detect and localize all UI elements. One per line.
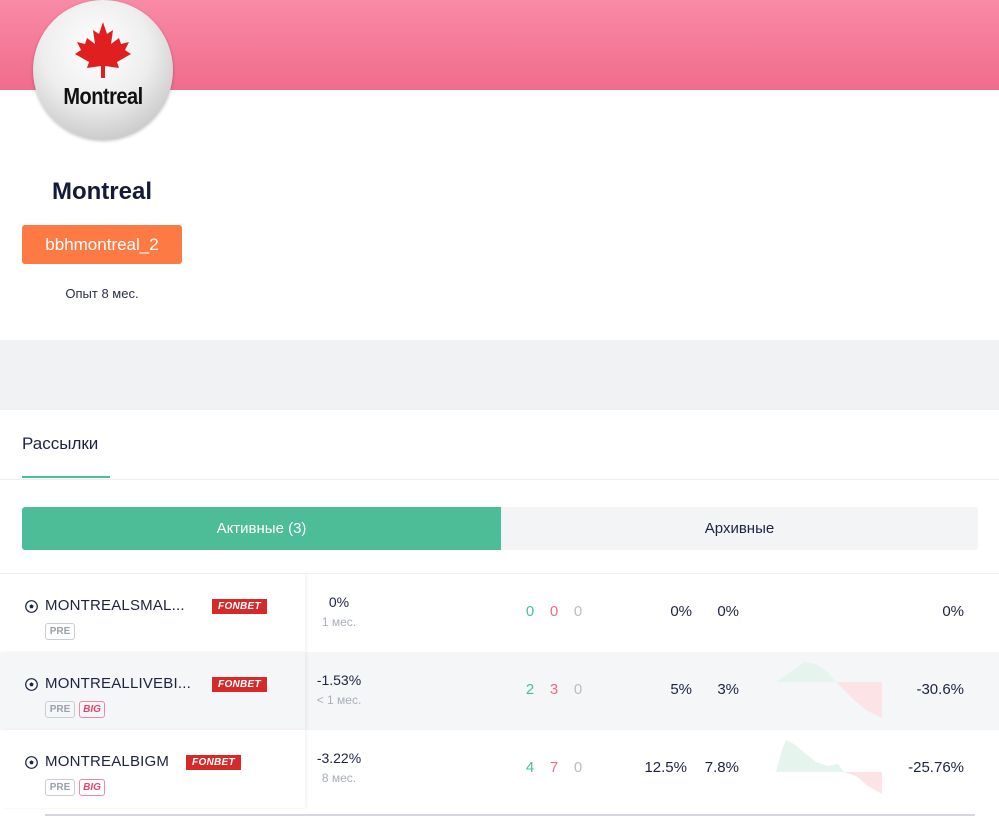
avatar-logo-text: Montreal <box>63 84 143 110</box>
soccer-ball-icon <box>25 678 38 691</box>
tab-underline <box>22 476 110 478</box>
row-period: 1 мес. <box>321 615 357 629</box>
fonbet-badge: FONBET <box>186 755 241 770</box>
soccer-ball-icon <box>25 600 38 613</box>
maple-leaf-icon <box>75 22 131 78</box>
row-pct-1: 0% <box>670 603 692 620</box>
sparkline-chart <box>776 740 882 794</box>
returns-count: 0 <box>573 603 583 620</box>
tab-archive[interactable]: Архивные <box>501 507 978 550</box>
wins-count: 4 <box>525 759 535 776</box>
handle-button[interactable]: bbhmontreal_2 <box>22 225 182 264</box>
row-profit: -1.53% <box>316 672 362 688</box>
row-pct-1: 12.5% <box>644 759 687 776</box>
divider <box>0 573 999 574</box>
wins-count: 2 <box>525 681 535 698</box>
row-period: < 1 мес. <box>316 693 362 707</box>
losses-count: 7 <box>549 759 559 776</box>
experience-label: Опыт 8 мес. <box>65 286 139 301</box>
avatar[interactable]: Montreal <box>33 0 173 140</box>
tag-big: BIG <box>79 779 105 796</box>
row-pct-2: 3% <box>717 681 739 698</box>
scroll-indicator <box>45 814 975 816</box>
row-total: -30.6% <box>916 681 964 698</box>
tab-subscriptions[interactable]: Рассылки <box>22 434 99 453</box>
row-profit: -3.22% <box>316 750 362 766</box>
row-profit: 0% <box>328 594 350 610</box>
table-row[interactable]: MONTREALSMAL... FONBET PRE 0% 1 мес. 0 0… <box>0 574 999 652</box>
row-total: 0% <box>942 603 964 620</box>
wins-count: 0 <box>525 603 535 620</box>
tag-pre: PRE <box>45 779 75 796</box>
table-row[interactable]: MONTREALBIGM FONBET PRE BIG -3.22% 8 мес… <box>0 730 999 808</box>
soccer-ball-icon <box>25 756 38 769</box>
row-title[interactable]: MONTREALBIGM <box>45 753 170 770</box>
table-row[interactable]: MONTREALLIVEBI... FONBET PRE BIG -1.53% … <box>0 652 999 730</box>
section-spacer <box>0 340 999 410</box>
row-title[interactable]: MONTREALSMAL... <box>45 597 185 614</box>
row-pct-2: 0% <box>717 603 739 620</box>
losses-count: 0 <box>549 603 559 620</box>
fonbet-badge: FONBET <box>212 599 267 614</box>
tag-pre: PRE <box>45 701 75 718</box>
returns-count: 0 <box>573 681 583 698</box>
returns-count: 0 <box>573 759 583 776</box>
row-title[interactable]: MONTREALLIVEBI... <box>45 675 191 692</box>
row-pct-2: 7.8% <box>704 759 739 776</box>
tag-pre: PRE <box>45 623 75 640</box>
losses-count: 3 <box>549 681 559 698</box>
row-total: -25.76% <box>908 759 964 776</box>
tag-big: BIG <box>79 701 105 718</box>
divider <box>0 479 999 480</box>
tab-active[interactable]: Активные (3) <box>22 507 501 550</box>
row-period: 8 мес. <box>321 771 357 785</box>
row-pct-1: 5% <box>670 681 692 698</box>
sparkline-chart <box>776 662 882 718</box>
profile-name: Montreal <box>51 178 152 205</box>
fonbet-badge: FONBET <box>212 677 267 692</box>
